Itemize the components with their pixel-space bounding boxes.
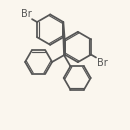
Text: Br: Br <box>21 8 31 18</box>
Text: Br: Br <box>97 58 107 68</box>
